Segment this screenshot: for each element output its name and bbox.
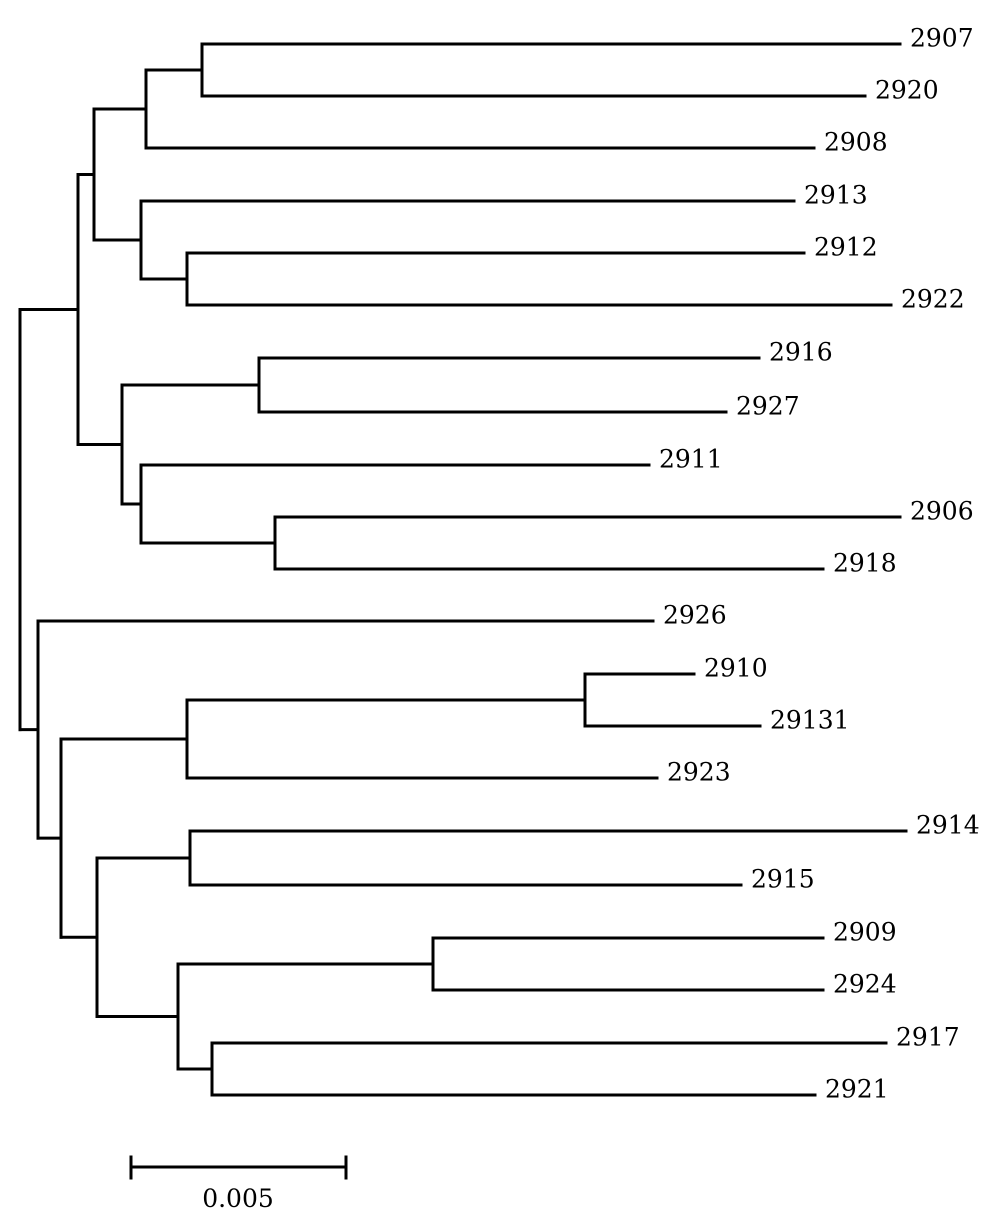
- leaf-label-2926: 2926: [663, 601, 727, 630]
- leaf-label-2924: 2924: [833, 970, 897, 999]
- leaf-label-2908: 2908: [824, 128, 888, 157]
- leaf-label-2912: 2912: [814, 233, 878, 262]
- leaf-label-2921: 2921: [825, 1075, 889, 1104]
- leaf-label-2923: 2923: [667, 758, 731, 787]
- leaf-labels: 2907 2920 2908 2913 2912 2922 2916 2927 2911 2906…: [659, 24, 980, 1104]
- leaf-label-2914: 2914: [916, 811, 980, 840]
- leaf-label-2906: 2906: [910, 497, 974, 526]
- scale-bar: 0.005: [129, 1155, 348, 1213]
- scale-bar-label: 0.005: [202, 1184, 274, 1213]
- tree-branches: [18, 42, 908, 1097]
- leaf-label-2907: 2907: [910, 24, 974, 53]
- leaf-label-2913: 2913: [804, 181, 868, 210]
- leaf-label-2915: 2915: [751, 865, 815, 894]
- leaf-label-2922: 2922: [901, 285, 965, 314]
- leaf-label-2918: 2918: [833, 549, 897, 578]
- leaf-label-2910: 2910: [704, 654, 768, 683]
- leaf-label-2920: 2920: [875, 76, 939, 105]
- leaf-label-29131: 29131: [770, 706, 850, 735]
- leaf-label-2917: 2917: [896, 1023, 960, 1052]
- leaf-label-2909: 2909: [833, 918, 897, 947]
- leaf-label-2916: 2916: [769, 338, 833, 367]
- leaf-label-2911: 2911: [659, 445, 723, 474]
- leaf-label-2927: 2927: [736, 392, 800, 421]
